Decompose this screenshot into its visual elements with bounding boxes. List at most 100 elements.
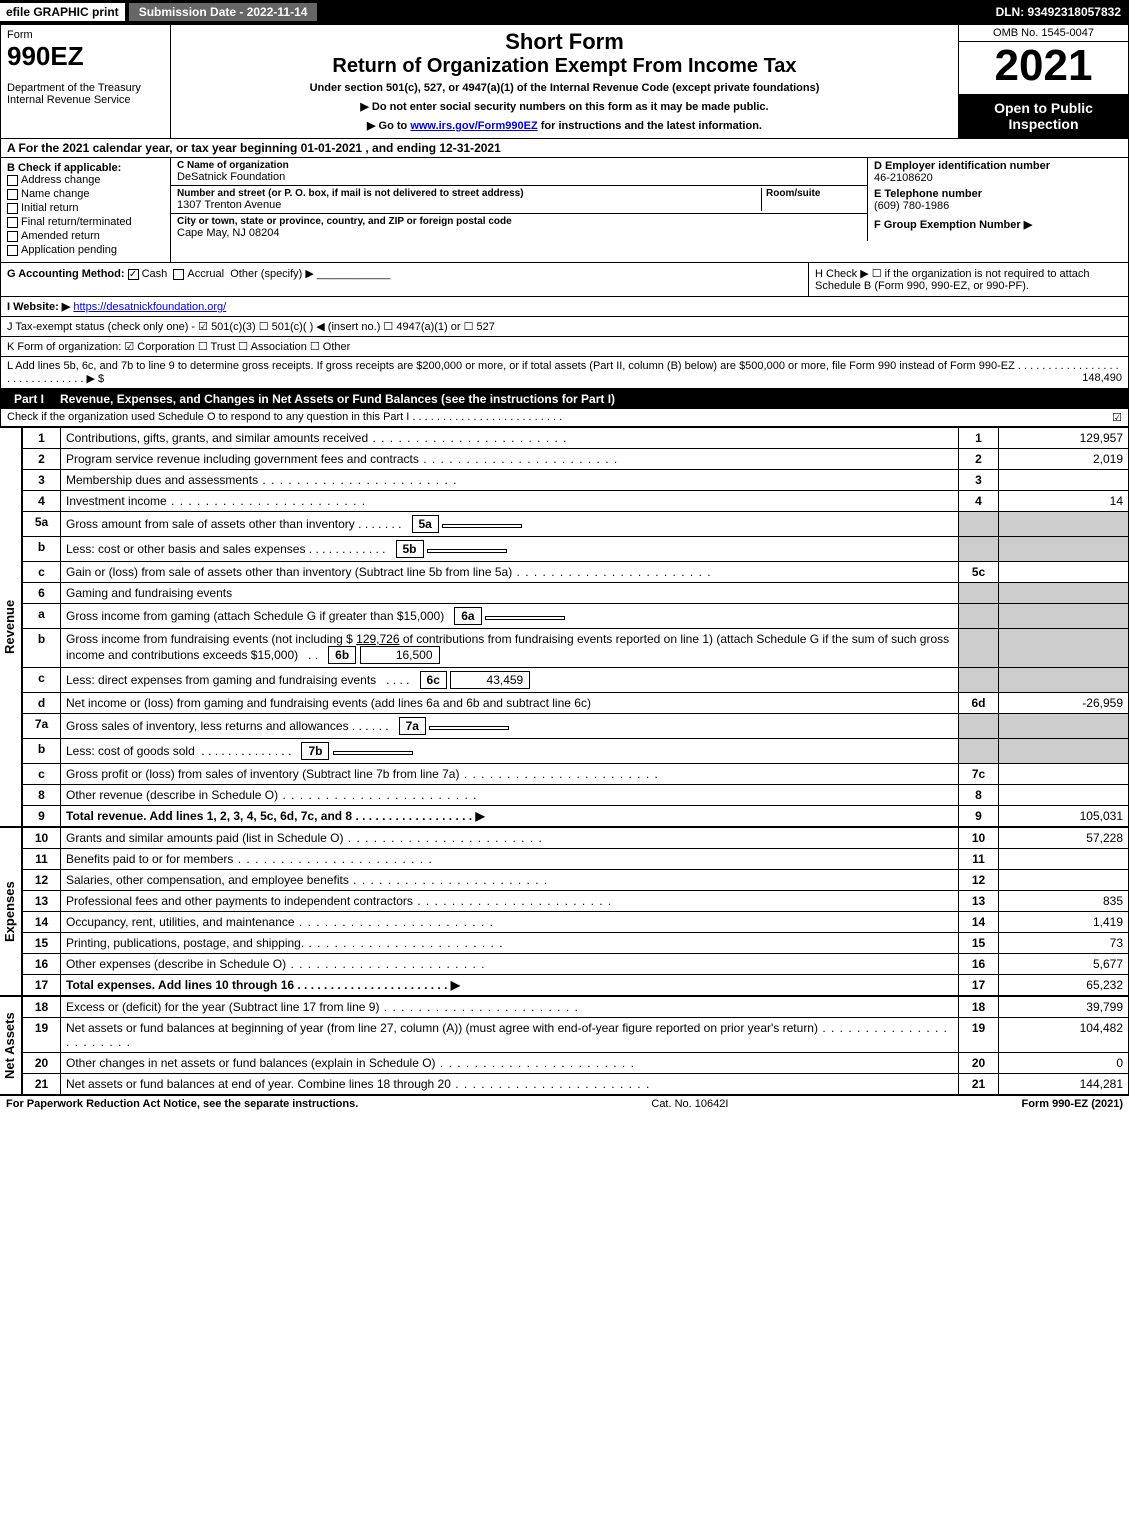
part-i-sub: Check if the organization used Schedule … xyxy=(0,409,1129,427)
line-6a: aGross income from gaming (attach Schedu… xyxy=(23,604,1129,629)
gross-receipts-amt: 148,490 xyxy=(1082,372,1122,384)
row-a-taxyear: A For the 2021 calendar year, or tax yea… xyxy=(0,139,1129,158)
part-i-title: Revenue, Expenses, and Changes in Net As… xyxy=(60,392,615,406)
footer-left: For Paperwork Reduction Act Notice, see … xyxy=(6,1098,358,1110)
line-7b: bLess: cost of goods sold . . . . . . . … xyxy=(23,739,1129,764)
ein: 46-2108620 xyxy=(874,172,1122,184)
chk-address-change[interactable]: Address change xyxy=(7,174,164,186)
top-bar: efile GRAPHIC print Submission Date - 20… xyxy=(0,0,1129,24)
header-right: OMB No. 1545-0047 2021 Open to Public In… xyxy=(958,25,1128,138)
chk-application-pending[interactable]: Application pending xyxy=(7,244,164,256)
def-column: D Employer identification number 46-2108… xyxy=(868,158,1128,241)
org-address: 1307 Trenton Avenue xyxy=(177,199,761,211)
line-5b: bLess: cost or other basis and sales exp… xyxy=(23,537,1129,562)
dept-line1: Department of the Treasury xyxy=(7,82,164,94)
bullet-ssn: ▶ Do not enter social security numbers o… xyxy=(179,100,950,113)
line-12: 12Salaries, other compensation, and empl… xyxy=(23,870,1129,891)
line-19: 19Net assets or fund balances at beginni… xyxy=(23,1018,1129,1053)
line-6c: cLess: direct expenses from gaming and f… xyxy=(23,668,1129,693)
title-short-form: Short Form xyxy=(179,29,950,55)
netassets-side-label: Net Assets xyxy=(0,996,22,1095)
line-16: 16Other expenses (describe in Schedule O… xyxy=(23,954,1129,975)
row-j-tax-exempt: J Tax-exempt status (check only one) - ☑… xyxy=(0,317,1129,337)
telephone: (609) 780-1986 xyxy=(874,200,1122,212)
under-section: Under section 501(c), 527, or 4947(a)(1)… xyxy=(179,82,950,94)
city-label: City or town, state or province, country… xyxy=(177,216,861,227)
line-14: 14Occupancy, rent, utilities, and mainte… xyxy=(23,912,1129,933)
efile-label: efile GRAPHIC print xyxy=(0,3,125,21)
open-to-public: Open to Public Inspection xyxy=(959,94,1128,138)
omb-number: OMB No. 1545-0047 xyxy=(959,25,1128,42)
chk-amended-return[interactable]: Amended return xyxy=(7,230,164,242)
page-footer: For Paperwork Reduction Act Notice, see … xyxy=(0,1095,1129,1112)
line-18: 18Excess or (deficit) for the year (Subt… xyxy=(23,997,1129,1018)
chk-accrual[interactable] xyxy=(173,269,184,280)
org-city: Cape May, NJ 08204 xyxy=(177,227,861,239)
website-link[interactable]: https://desatnickfoundation.org/ xyxy=(73,301,226,313)
line-7c: cGross profit or (loss) from sales of in… xyxy=(23,764,1129,785)
dept-line2: Internal Revenue Service xyxy=(7,94,164,106)
column-cdef: C Name of organization DeSatnick Foundat… xyxy=(171,158,1128,262)
footer-catno: Cat. No. 10642I xyxy=(651,1098,728,1110)
netassets-table: 18Excess or (deficit) for the year (Subt… xyxy=(22,996,1129,1095)
line-20: 20Other changes in net assets or fund ba… xyxy=(23,1053,1129,1074)
expenses-section: Expenses 10Grants and similar amounts pa… xyxy=(0,827,1129,996)
line-6b: bGross income from fundraising events (n… xyxy=(23,629,1129,668)
bullet-goto: ▶ Go to www.irs.gov/Form990EZ for instru… xyxy=(179,119,950,132)
part-i-check[interactable]: ☑ xyxy=(1112,411,1122,424)
expenses-table: 10Grants and similar amounts paid (list … xyxy=(22,827,1129,996)
line-11: 11Benefits paid to or for members11 xyxy=(23,849,1129,870)
line-6: 6Gaming and fundraising events xyxy=(23,583,1129,604)
part-i-num: Part I xyxy=(6,392,52,406)
line-21: 21Net assets or fund balances at end of … xyxy=(23,1074,1129,1095)
row-l-gross-receipts: L Add lines 5b, 6c, and 7b to line 9 to … xyxy=(0,357,1129,389)
addr-label: Number and street (or P. O. box, if mail… xyxy=(177,188,761,199)
org-name: DeSatnick Foundation xyxy=(177,171,861,183)
line-4: 4Investment income414 xyxy=(23,491,1129,512)
revenue-table: 1Contributions, gifts, grants, and simil… xyxy=(22,427,1129,827)
row-i-website: I Website: ▶ https://desatnickfoundation… xyxy=(0,297,1129,317)
d-label: D Employer identification number xyxy=(874,160,1122,172)
revenue-section: Revenue 1Contributions, gifts, grants, a… xyxy=(0,427,1129,827)
box-bcdef: B Check if applicable: Address change Na… xyxy=(0,158,1129,263)
title-return: Return of Organization Exempt From Incom… xyxy=(179,55,950,78)
room-label: Room/suite xyxy=(766,188,861,199)
chk-final-return[interactable]: Final return/terminated xyxy=(7,216,164,228)
b-label: B Check if applicable: xyxy=(7,162,164,174)
line-3: 3Membership dues and assessments3 xyxy=(23,470,1129,491)
c-name-box: C Name of organization DeSatnick Foundat… xyxy=(171,158,867,186)
line-13: 13Professional fees and other payments t… xyxy=(23,891,1129,912)
e-label: E Telephone number xyxy=(874,188,1122,200)
column-b: B Check if applicable: Address change Na… xyxy=(1,158,171,262)
line-2: 2Program service revenue including gover… xyxy=(23,449,1129,470)
part-i-header: Part I Revenue, Expenses, and Changes in… xyxy=(0,389,1129,409)
c-label: C Name of organization xyxy=(177,160,861,171)
form-header: Form 990EZ Department of the Treasury In… xyxy=(0,24,1129,139)
header-left: Form 990EZ Department of the Treasury In… xyxy=(1,25,171,138)
revenue-side-label: Revenue xyxy=(0,427,22,827)
c-city-box: City or town, state or province, country… xyxy=(171,214,867,241)
line-1: 1Contributions, gifts, grants, and simil… xyxy=(23,428,1129,449)
tax-year: 2021 xyxy=(959,42,1128,94)
c-addr-box: Number and street (or P. O. box, if mail… xyxy=(171,186,867,214)
irs-link[interactable]: www.irs.gov/Form990EZ xyxy=(410,120,537,132)
line-5a: 5aGross amount from sale of assets other… xyxy=(23,512,1129,537)
line-6d: dNet income or (loss) from gaming and fu… xyxy=(23,693,1129,714)
netassets-section: Net Assets 18Excess or (deficit) for the… xyxy=(0,996,1129,1095)
header-mid: Short Form Return of Organization Exempt… xyxy=(171,25,958,138)
g-accounting: G Accounting Method: ✓Cash Accrual Other… xyxy=(1,263,808,296)
chk-cash[interactable]: ✓ xyxy=(128,269,139,280)
row-gh: G Accounting Method: ✓Cash Accrual Other… xyxy=(0,263,1129,297)
chk-initial-return[interactable]: Initial return xyxy=(7,202,164,214)
expenses-side-label: Expenses xyxy=(0,827,22,996)
chk-name-change[interactable]: Name change xyxy=(7,188,164,200)
dln: DLN: 93492318057832 xyxy=(988,3,1129,21)
line-9: 9Total revenue. Add lines 1, 2, 3, 4, 5c… xyxy=(23,806,1129,827)
line-17: 17Total expenses. Add lines 10 through 1… xyxy=(23,975,1129,996)
h-schedule-b: H Check ▶ ☐ if the organization is not r… xyxy=(808,263,1128,296)
submission-date: Submission Date - 2022-11-14 xyxy=(129,3,318,21)
line-15: 15Printing, publications, postage, and s… xyxy=(23,933,1129,954)
footer-formno: Form 990-EZ (2021) xyxy=(1022,1098,1123,1110)
row-k-form-org: K Form of organization: ☑ Corporation ☐ … xyxy=(0,337,1129,357)
line-10: 10Grants and similar amounts paid (list … xyxy=(23,828,1129,849)
